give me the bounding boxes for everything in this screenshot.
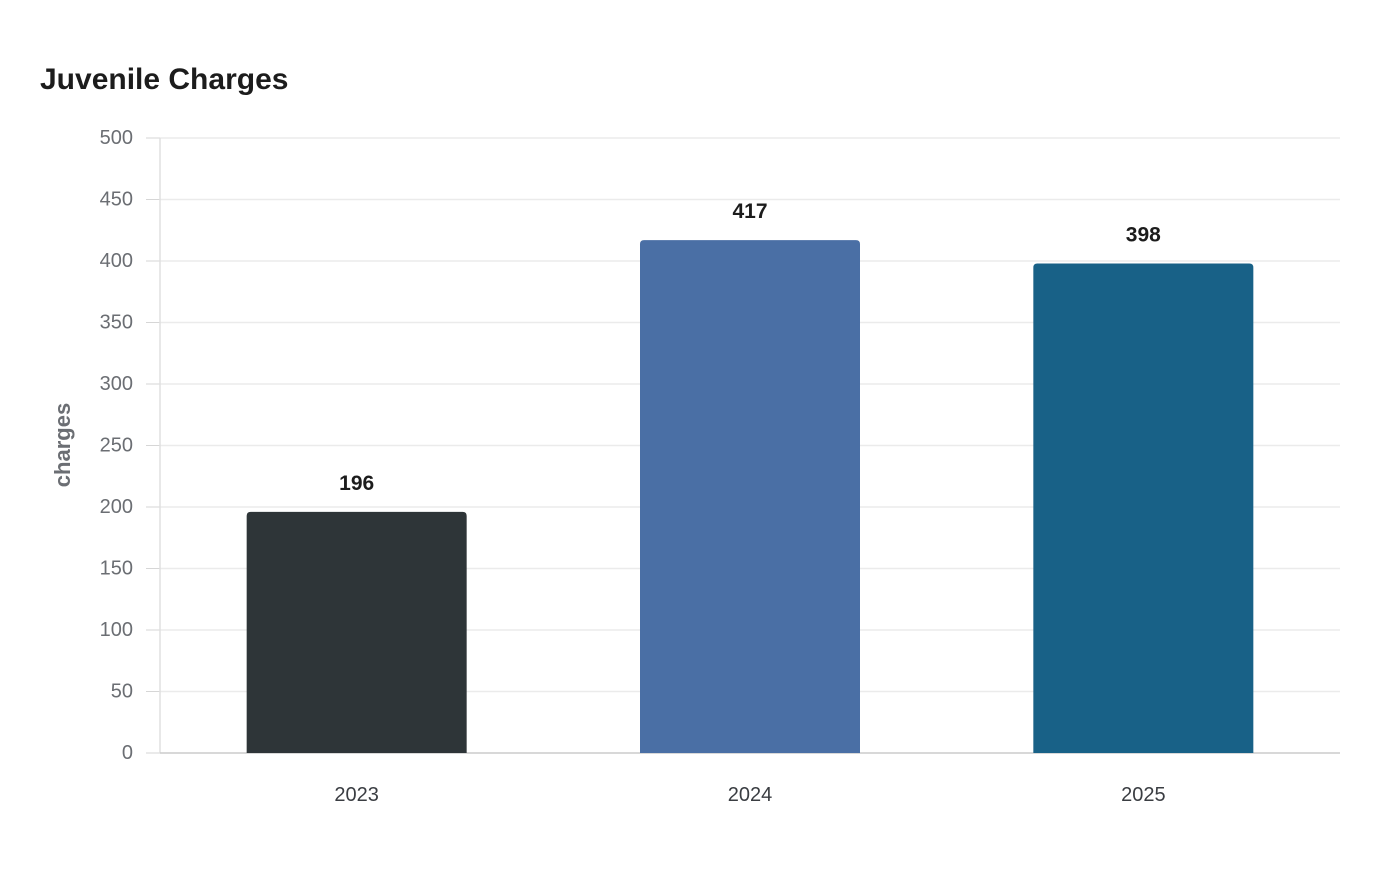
value-label: 398 (1126, 223, 1161, 246)
y-tick-label: 100 (100, 619, 133, 641)
x-tick-label: 2025 (1121, 784, 1166, 806)
y-tick-labels: 0 50 100 150 200 250 300 350 400 450 500 (100, 127, 133, 764)
x-tick-label: 2024 (728, 784, 773, 806)
y-tick-label: 150 (100, 558, 133, 580)
y-tick-label: 450 (100, 189, 133, 211)
y-tick-label: 400 (100, 250, 133, 272)
bars (246, 240, 1254, 754)
y-axis-title: charges (50, 403, 75, 487)
value-label: 417 (732, 200, 767, 223)
x-tick-labels: 2023 2024 2025 (334, 784, 1165, 806)
chart-title: Juvenile Charges (40, 63, 289, 96)
bar-2025 (1033, 263, 1254, 753)
x-tick-label: 2023 (334, 784, 379, 806)
y-tick-label: 50 (111, 681, 133, 703)
y-tick-label: 350 (100, 312, 133, 334)
y-tick-label: 250 (100, 435, 133, 457)
y-tick-label: 200 (100, 496, 133, 518)
bar-2023 (246, 511, 467, 753)
value-labels: 196 417 398 (339, 200, 1161, 495)
bar-2024 (640, 240, 860, 754)
value-label: 196 (339, 472, 374, 495)
y-tick-label: 300 (100, 373, 133, 395)
y-tick-label: 0 (122, 742, 133, 764)
y-tick-label: 500 (100, 127, 133, 149)
